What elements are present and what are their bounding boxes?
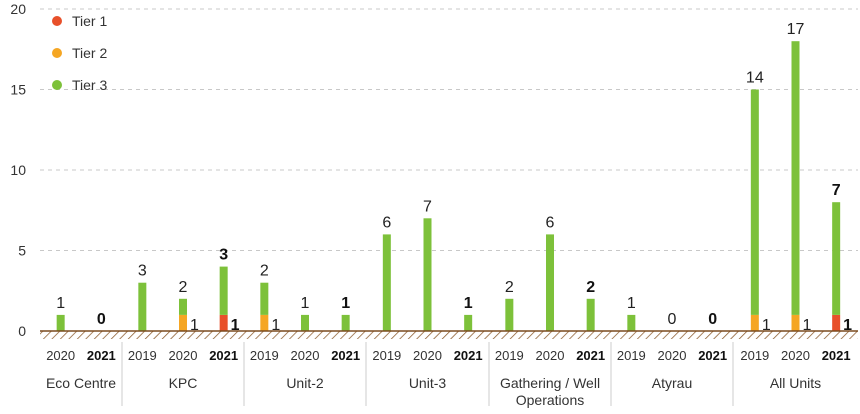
legend: Tier 1 Tier 2 Tier 3 [52,13,107,93]
x-group-label: KPC [169,375,198,391]
data-label-side: 1 [271,317,280,334]
tier-1-bar [219,314,228,331]
tier-3-bar [586,298,595,331]
x-tick-label-year: 2019 [250,348,279,363]
y-tick-label: 15 [10,82,26,98]
x-tick-label-year: 2019 [740,348,769,363]
tier-3-bar [791,41,800,315]
x-tick-label-year: 2021 [454,348,483,363]
data-label-total: 0 [708,311,717,328]
tier-3-bar [750,89,759,315]
tier-3-bar [219,266,228,315]
x-tick-label-year: 2019 [372,348,401,363]
data-label-total: 1 [464,295,473,312]
tier-2-bar [260,314,269,331]
x-group-label: Gathering / Well [500,375,600,391]
data-label-total: 2 [586,279,595,296]
x-tick-label-year: 2021 [822,348,851,363]
x-tick-label-year: 2021 [698,348,727,363]
x-tick-label-year: 2021 [87,348,116,363]
data-label-total: 17 [787,21,805,38]
data-label-side: 1 [231,317,240,334]
x-tick-label-year: 2021 [576,348,605,363]
tier-3-bar [832,202,841,315]
x-tick-label-year: 2020 [658,348,687,363]
y-tick-label: 20 [10,1,26,17]
x-group-label: Unit-2 [286,375,324,391]
data-label-total: 1 [627,295,636,312]
tier-3-bar [179,298,187,315]
tier-3-bar [341,314,350,331]
x-group-label: Atyrau [652,375,692,391]
baseline-hatch [40,331,858,339]
data-label-total: 2 [505,279,514,296]
x-tick-label-year: 2020 [781,348,810,363]
data-label-total: 7 [423,198,432,215]
tier-3-bar [464,314,473,331]
data-label-total: 2 [260,263,269,280]
x-tick-label-year: 2020 [413,348,442,363]
x-tick-label-year: 2019 [617,348,646,363]
tier-3-bar [138,282,147,331]
x-tick-label-year: 2020 [536,348,565,363]
tier-1-bar [832,314,841,331]
y-tick-label: 5 [18,243,26,259]
x-group-label: Unit-3 [409,375,447,391]
legend-marker [52,80,62,90]
data-label-side: 1 [843,317,852,334]
data-label-total: 6 [546,214,555,231]
data-label-total: 6 [382,214,391,231]
data-label-total: 3 [138,263,147,280]
legend-marker [52,16,62,26]
x-tick-label-year: 2019 [495,348,524,363]
data-label-side: 1 [762,317,771,334]
data-label-total: 1 [56,295,65,312]
tier-2-bar [791,314,800,331]
x-tick-label-year: 2021 [209,348,238,363]
x-tick-label-year: 2021 [331,348,360,363]
legend-marker [52,48,62,58]
x-tick-label-year: 2020 [169,348,198,363]
y-axis: 0 5 10 15 20 [10,1,26,339]
data-label-total: 2 [179,279,188,296]
tier-3-bar [382,234,391,331]
legend-label: Tier 2 [72,45,107,61]
legend-label: Tier 3 [72,77,107,93]
x-tick-label-year: 2020 [291,348,320,363]
data-label-total: 7 [832,182,841,199]
data-label-total: 0 [97,311,106,328]
x-group-label: All Units [770,375,821,391]
tier-3-bar [546,234,554,331]
x-tick-label-year: 2019 [128,348,157,363]
data-label-side: 1 [190,317,199,334]
grid-layer [40,8,858,251]
data-label-total: 1 [301,295,310,312]
data-label-total: 1 [341,295,350,312]
x-group-label: Eco Centre [46,375,116,391]
tier-3-bar [301,314,309,331]
data-label-total: 3 [219,247,228,264]
tier-3-bar [627,314,636,331]
data-label-side: 1 [803,317,812,334]
tier-2-bar [179,314,187,331]
tier-3-bar [260,282,269,315]
y-tick-label: 0 [18,323,26,339]
legend-label: Tier 1 [72,13,107,29]
x-tick-label-year: 2020 [46,348,75,363]
tier-2-bar [750,314,759,331]
y-tick-label: 10 [10,162,26,178]
tier-3-bar [56,314,65,331]
data-label-total: 14 [746,70,764,87]
x-group-label: Operations [516,392,584,408]
bar-layer [56,41,841,331]
data-label-total: 0 [668,311,677,328]
tier-3-bar [505,298,514,331]
tier-3-bar [423,218,432,331]
x-axis: 2020 2021 Eco Centre 2019 2020 2021 KPC 2019 202… [40,330,858,408]
